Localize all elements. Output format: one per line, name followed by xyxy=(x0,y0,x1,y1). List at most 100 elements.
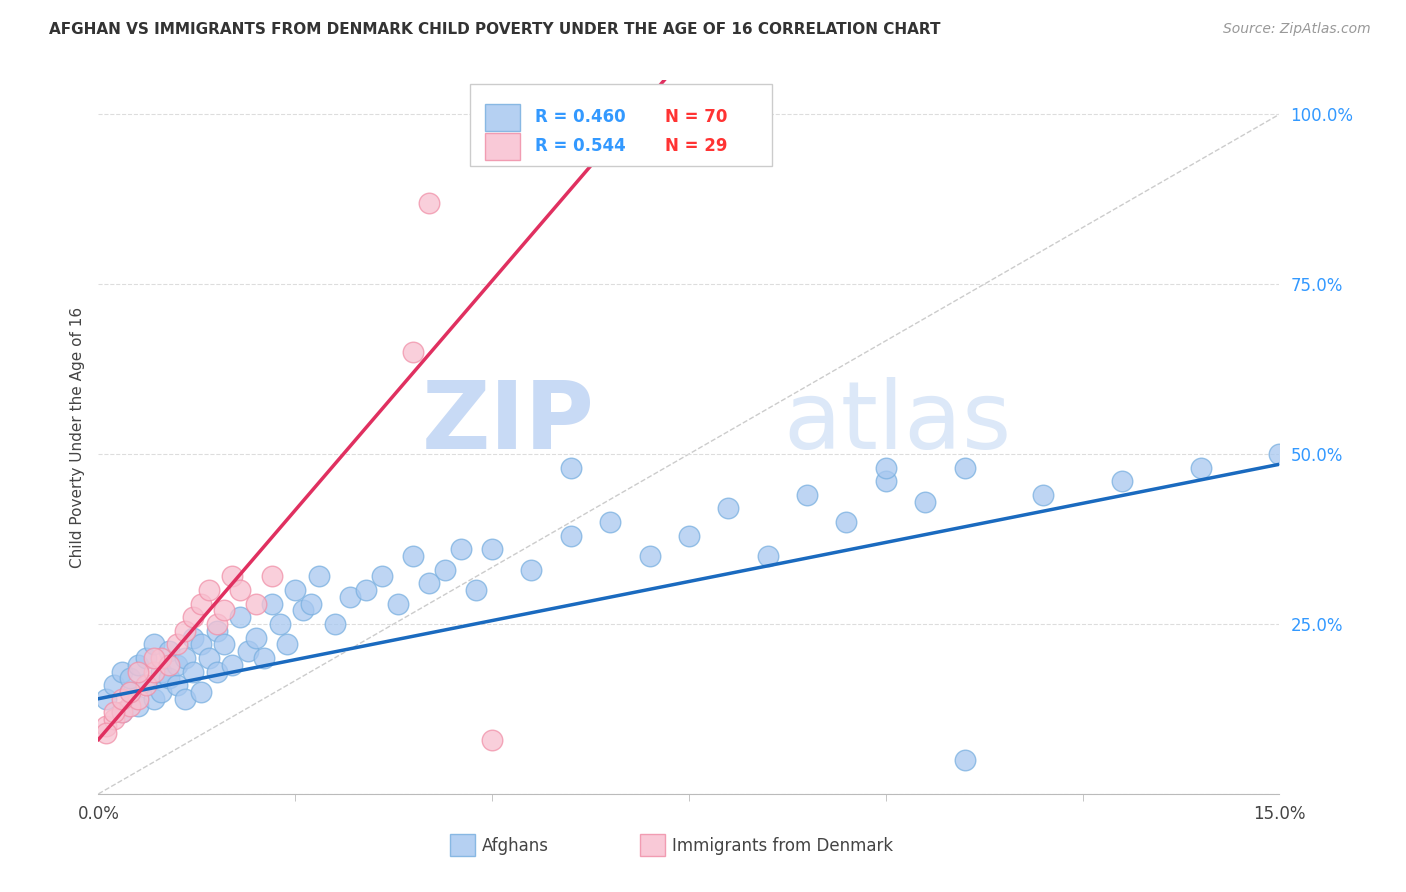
Point xyxy=(599,515,621,529)
Point xyxy=(308,569,330,583)
Point xyxy=(166,637,188,651)
Point xyxy=(284,582,307,597)
Point xyxy=(276,637,298,651)
Point xyxy=(190,597,212,611)
Point xyxy=(638,549,661,563)
Point xyxy=(166,657,188,672)
Point xyxy=(103,706,125,720)
Point xyxy=(127,665,149,679)
Point xyxy=(150,685,173,699)
Bar xyxy=(485,103,520,131)
Point xyxy=(96,725,118,739)
Point xyxy=(875,460,897,475)
Point xyxy=(205,617,228,632)
Point xyxy=(402,345,425,359)
Point xyxy=(174,651,197,665)
Point xyxy=(245,631,267,645)
Text: Immigrants from Denmark: Immigrants from Denmark xyxy=(672,837,893,855)
Point xyxy=(118,685,141,699)
Point xyxy=(339,590,361,604)
Point xyxy=(1111,475,1133,489)
Point xyxy=(214,603,236,617)
Point xyxy=(875,475,897,489)
Point xyxy=(150,665,173,679)
Point xyxy=(717,501,740,516)
Point xyxy=(205,624,228,638)
Point xyxy=(127,657,149,672)
Point xyxy=(111,706,134,720)
Point xyxy=(214,637,236,651)
Point xyxy=(465,582,488,597)
Point xyxy=(221,657,243,672)
Point xyxy=(127,698,149,713)
Point xyxy=(481,542,503,557)
Point xyxy=(142,665,165,679)
Point xyxy=(205,665,228,679)
Point xyxy=(260,597,283,611)
Point xyxy=(756,549,779,563)
Point xyxy=(371,569,394,583)
Point xyxy=(402,549,425,563)
Point xyxy=(135,651,157,665)
Point xyxy=(245,597,267,611)
Point xyxy=(135,678,157,692)
Point xyxy=(560,528,582,542)
Point xyxy=(103,712,125,726)
Point xyxy=(481,732,503,747)
Point xyxy=(299,597,322,611)
Point xyxy=(157,644,180,658)
Point xyxy=(953,460,976,475)
Point xyxy=(418,195,440,210)
Point xyxy=(181,610,204,624)
Point xyxy=(103,678,125,692)
Text: R = 0.544: R = 0.544 xyxy=(536,137,626,155)
Text: R = 0.460: R = 0.460 xyxy=(536,109,626,127)
Text: AFGHAN VS IMMIGRANTS FROM DENMARK CHILD POVERTY UNDER THE AGE OF 16 CORRELATION : AFGHAN VS IMMIGRANTS FROM DENMARK CHILD … xyxy=(49,22,941,37)
Point xyxy=(142,651,165,665)
Point xyxy=(157,657,180,672)
Point xyxy=(520,563,543,577)
Point xyxy=(229,610,252,624)
Point xyxy=(418,576,440,591)
Text: N = 70: N = 70 xyxy=(665,109,728,127)
Point xyxy=(1268,447,1291,461)
Text: N = 29: N = 29 xyxy=(665,137,728,155)
Point xyxy=(253,651,276,665)
Point xyxy=(142,691,165,706)
Point xyxy=(197,651,219,665)
Point xyxy=(953,753,976,767)
Point xyxy=(260,569,283,583)
Point xyxy=(292,603,315,617)
Point xyxy=(190,637,212,651)
Text: ZIP: ZIP xyxy=(422,376,595,469)
Bar xyxy=(485,133,520,160)
FancyBboxPatch shape xyxy=(471,84,772,166)
Point xyxy=(127,691,149,706)
Point xyxy=(135,678,157,692)
Point xyxy=(111,691,134,706)
Point xyxy=(221,569,243,583)
Point xyxy=(269,617,291,632)
Point xyxy=(914,494,936,508)
Point xyxy=(387,597,409,611)
Point xyxy=(236,644,259,658)
Point xyxy=(118,671,141,685)
Point xyxy=(796,488,818,502)
Point xyxy=(1189,460,1212,475)
Point xyxy=(96,719,118,733)
Point xyxy=(323,617,346,632)
Point xyxy=(96,691,118,706)
Point xyxy=(174,624,197,638)
Text: Afghans: Afghans xyxy=(482,837,550,855)
Point xyxy=(150,651,173,665)
Point xyxy=(354,582,377,597)
Point xyxy=(157,671,180,685)
Text: Source: ZipAtlas.com: Source: ZipAtlas.com xyxy=(1223,22,1371,37)
Point xyxy=(1032,488,1054,502)
Point xyxy=(190,685,212,699)
Point xyxy=(181,665,204,679)
Point xyxy=(229,582,252,597)
Point xyxy=(450,542,472,557)
Point xyxy=(174,691,197,706)
Point xyxy=(678,528,700,542)
